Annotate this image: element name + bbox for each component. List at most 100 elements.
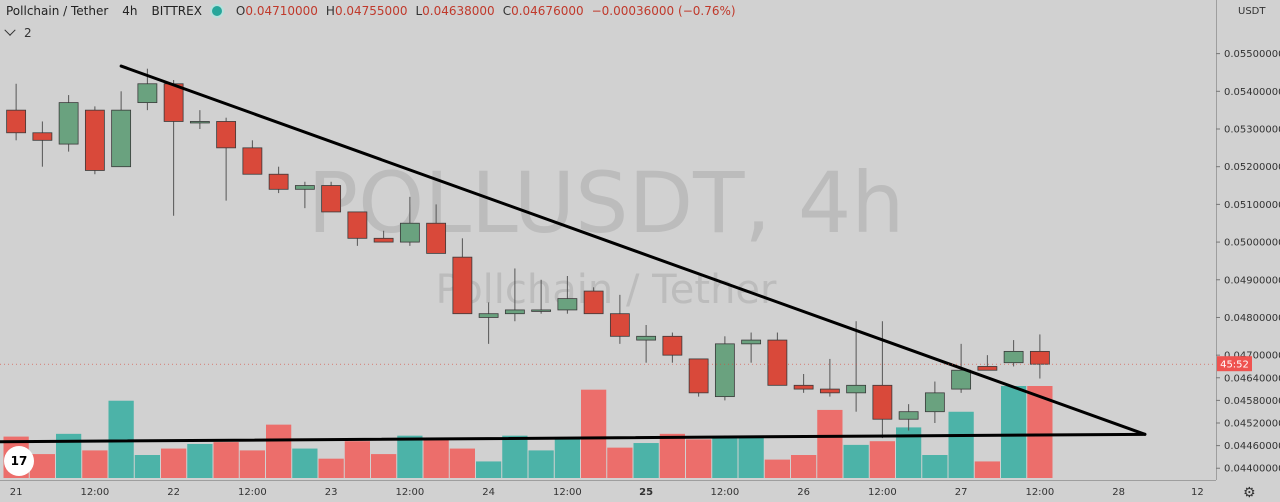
candle-body bbox=[452, 256, 473, 315]
trendline[interactable] bbox=[119, 64, 1147, 436]
candle bbox=[504, 268, 525, 322]
candle-body bbox=[189, 121, 210, 124]
watermark: POLLUSDT, 4h Pollchain / Tether bbox=[307, 154, 904, 313]
candle-body bbox=[662, 335, 683, 356]
candle-body bbox=[741, 339, 762, 345]
candle bbox=[478, 302, 499, 344]
price-tick-label: 0.04700000 bbox=[1224, 351, 1280, 362]
volume-bar bbox=[607, 447, 633, 478]
candle-body bbox=[951, 369, 972, 390]
trendlines[interactable] bbox=[0, 64, 1147, 444]
candle-body bbox=[268, 173, 289, 190]
time-tick-label: 12:00 bbox=[395, 487, 424, 498]
price-tick-label: 0.04640000 bbox=[1224, 373, 1280, 384]
candle bbox=[373, 230, 394, 243]
candle bbox=[557, 276, 578, 314]
volume-bar bbox=[528, 450, 554, 478]
candle bbox=[294, 181, 315, 209]
time-tick-label: 23 bbox=[325, 487, 338, 498]
candle-body bbox=[531, 309, 552, 312]
candle bbox=[452, 238, 473, 315]
candle-body bbox=[819, 388, 840, 394]
volume-bar bbox=[712, 436, 738, 478]
volume-bar bbox=[738, 436, 764, 478]
candle-body bbox=[977, 366, 998, 371]
candle-body bbox=[137, 83, 158, 104]
volume-bar bbox=[397, 435, 423, 478]
candle-body bbox=[6, 109, 27, 134]
volume-bar bbox=[344, 441, 370, 478]
volume-bar bbox=[318, 458, 344, 478]
symbol-exchange: BITTREX bbox=[151, 4, 202, 18]
time-tick-label: 12:00 bbox=[553, 487, 582, 498]
volume-bar bbox=[423, 439, 449, 478]
time-tick-label: 12:00 bbox=[80, 487, 109, 498]
symbol-header[interactable]: Pollchain / Tether 4h BITTREX O 0.0471000… bbox=[6, 4, 736, 18]
symbol-name[interactable]: Pollchain / Tether bbox=[6, 4, 109, 18]
candle-body bbox=[898, 411, 919, 420]
volume-bar bbox=[817, 409, 843, 478]
candle-body bbox=[1029, 350, 1050, 365]
volume-bar bbox=[843, 444, 869, 478]
candle-body bbox=[636, 335, 657, 341]
price-tick-label: 0.05100000 bbox=[1224, 200, 1280, 211]
countdown-label: 45:52 bbox=[1220, 360, 1249, 371]
volume-bars bbox=[3, 386, 1053, 478]
candle bbox=[216, 117, 237, 201]
candle-body bbox=[688, 358, 709, 394]
candle-body bbox=[872, 384, 893, 420]
candle-body bbox=[793, 384, 814, 390]
currency-label[interactable]: USDT bbox=[1238, 6, 1266, 17]
candle bbox=[662, 332, 683, 363]
candle bbox=[6, 83, 27, 141]
candle bbox=[898, 404, 919, 431]
volume-bar bbox=[371, 454, 397, 478]
time-tick-label: 27 bbox=[955, 487, 968, 498]
chevron-up-icon bbox=[4, 24, 16, 36]
price-axis-panel bbox=[1216, 0, 1280, 502]
candle bbox=[111, 91, 132, 168]
indicator-count: 2 bbox=[24, 26, 32, 40]
candle bbox=[1003, 340, 1024, 367]
candle bbox=[242, 140, 263, 175]
price-tick-label: 0.05300000 bbox=[1224, 125, 1280, 136]
candle bbox=[399, 196, 420, 246]
candle-body bbox=[347, 211, 368, 239]
candle bbox=[1029, 334, 1050, 379]
candle bbox=[84, 106, 105, 175]
candle-body bbox=[84, 109, 105, 171]
time-tick-label: 24 bbox=[482, 487, 495, 498]
countdown-badge bbox=[1217, 356, 1252, 372]
volume-bar bbox=[1027, 386, 1053, 478]
candle-body bbox=[373, 237, 394, 243]
volume-bar bbox=[581, 389, 607, 478]
symbol-interval[interactable]: 4h bbox=[122, 4, 138, 18]
ohlc-low-label: L bbox=[415, 4, 423, 18]
time-axis-panel bbox=[0, 480, 1216, 502]
candle bbox=[688, 358, 709, 397]
candle-body bbox=[32, 132, 53, 141]
ohlc-close-value: 0.04676000 bbox=[511, 4, 584, 18]
volume-bar bbox=[869, 441, 895, 478]
indicators-toggle[interactable]: 2 bbox=[4, 24, 32, 40]
price-tick-label: 0.04900000 bbox=[1224, 275, 1280, 286]
ohlc-close-label: C bbox=[502, 4, 512, 18]
candle bbox=[321, 181, 342, 213]
candle-body bbox=[399, 222, 420, 243]
candle bbox=[531, 279, 552, 314]
candle bbox=[189, 110, 210, 129]
gear-icon[interactable]: ⚙ bbox=[1243, 485, 1256, 501]
volume-bar bbox=[948, 411, 974, 478]
trendline[interactable] bbox=[0, 432, 1147, 444]
time-axis[interactable]: 21 12:00 22 12:00 23 12:00 24 12:00 25 12:00 26 12:… bbox=[0, 480, 1216, 502]
price-tick-label: 0.05500000 bbox=[1224, 49, 1280, 60]
tradingview-logo[interactable]: 17 bbox=[4, 446, 34, 476]
volume-bar bbox=[791, 455, 817, 478]
candle-body bbox=[767, 339, 788, 386]
candle bbox=[977, 355, 998, 371]
candle bbox=[583, 287, 604, 315]
volume-bar bbox=[764, 459, 790, 478]
candle bbox=[32, 121, 53, 167]
